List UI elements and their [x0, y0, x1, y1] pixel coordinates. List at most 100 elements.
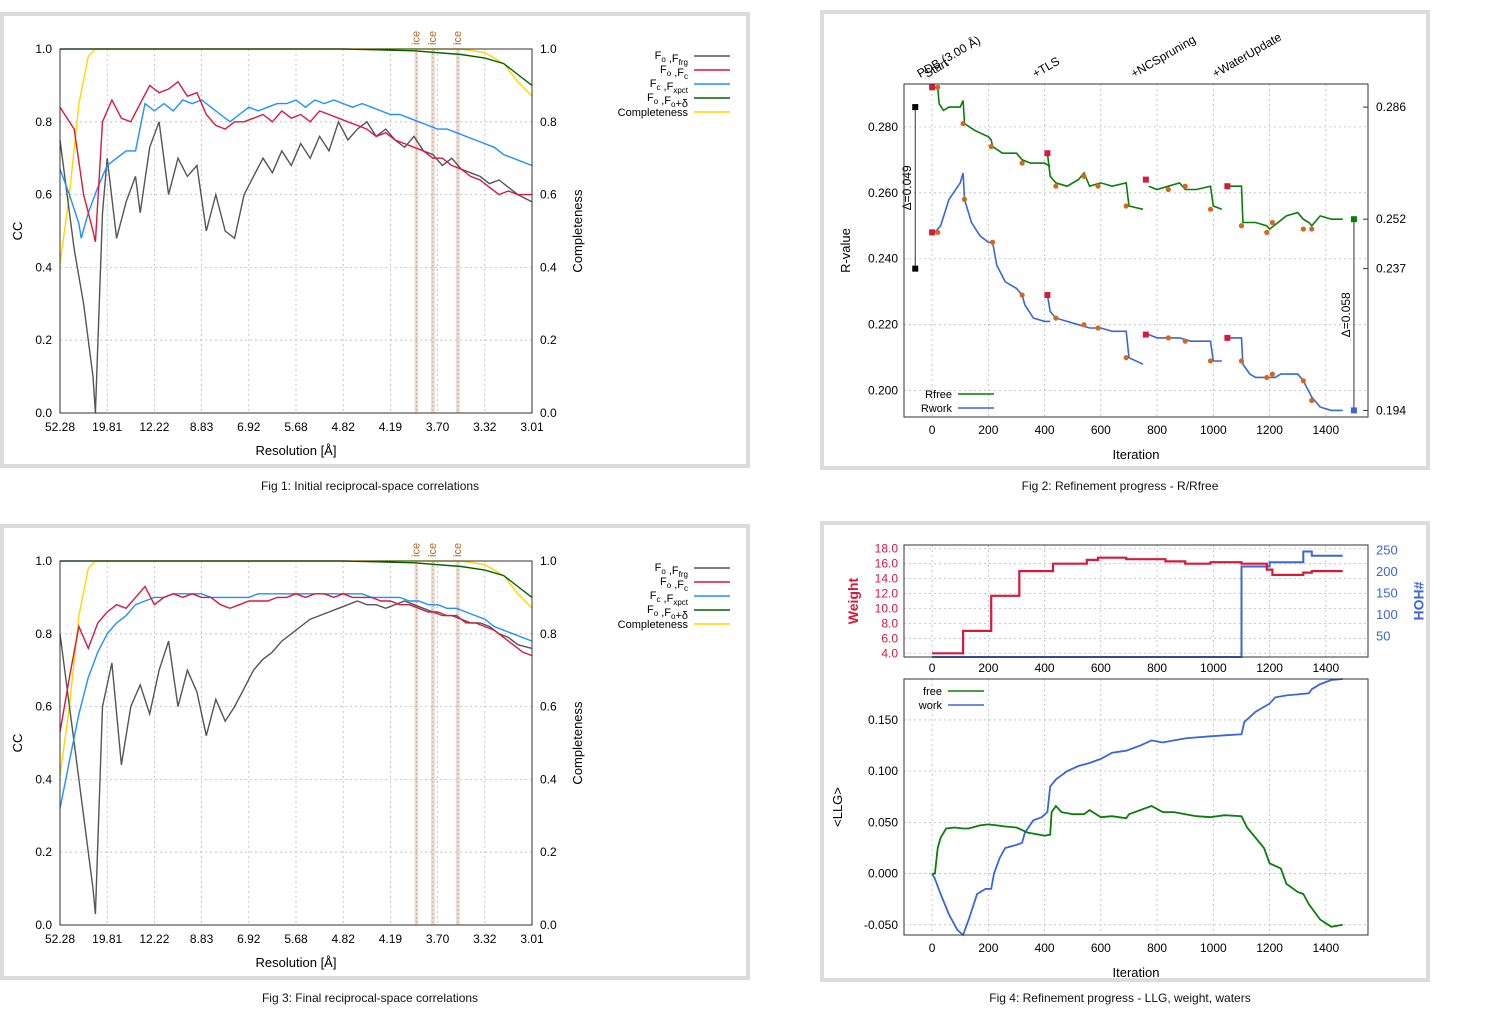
- series-xpct-line: [59, 593, 533, 809]
- y-tick-label: 0.2: [35, 333, 52, 347]
- ice-label: ice: [410, 31, 422, 45]
- hoh-axis-label: #HOH: [1411, 582, 1426, 621]
- y2-tick-label: 0.8: [540, 115, 557, 129]
- legend-label: free: [923, 686, 942, 698]
- x-axis-label: Resolution [Å]: [256, 443, 337, 458]
- macrocycle-dot: [1165, 335, 1171, 341]
- legend-label: Rfree: [925, 389, 952, 401]
- ice-label: ice: [427, 543, 439, 557]
- y2-tick-label: 0.0: [540, 918, 557, 932]
- macrocycle-dot: [1309, 226, 1315, 232]
- delta-label: Δ=0.049: [900, 165, 914, 210]
- x-tick-label: 8.83: [190, 420, 214, 434]
- macrocycle-dot: [1019, 292, 1025, 298]
- y2-tick-label: 0.0: [540, 406, 557, 420]
- y-tick-label: 0.2: [35, 845, 52, 859]
- legend-label: Fc ,Fxpct: [650, 78, 689, 95]
- x-tick-label: 3.01: [520, 420, 544, 434]
- weight-tick-label: 10.0: [875, 601, 899, 615]
- rfree-line: [1148, 181, 1223, 211]
- hoh-tick-label: 100: [1376, 607, 1398, 622]
- plot-frame: [903, 678, 1369, 936]
- x-tick-label: 0: [929, 423, 936, 437]
- fig3-chart: 52.28 19.81 12.22 8.83 6.92 5.68 4.82 4.19 3.70 3…: [10, 543, 730, 970]
- legend-label: Fo ,Fc: [660, 576, 688, 593]
- y-tick-label: 0.220: [868, 318, 898, 332]
- stage-label: +TLS: [1030, 54, 1062, 81]
- macrocycle-dot: [1053, 315, 1059, 321]
- refinement-marker: [1224, 183, 1231, 190]
- x-tick-label: 1200: [1256, 423, 1283, 437]
- refinement-marker: [1142, 176, 1149, 183]
- x-tick-label: 3.70: [426, 420, 450, 434]
- weight-axis-label: Weight: [845, 577, 861, 624]
- hoh-line: [932, 550, 1343, 658]
- top-x-tick-label: 400: [1035, 661, 1055, 675]
- x-tick-label: 12.22: [139, 932, 169, 946]
- stage-label: +WaterUpdate: [1210, 30, 1284, 81]
- x-tick-label: 52.28: [45, 932, 75, 946]
- refinement-marker: [1224, 334, 1231, 341]
- macrocycle-dot: [1269, 219, 1275, 226]
- y2-tick-label: 1.0: [540, 554, 557, 568]
- x-tick-label: 3.32: [473, 420, 497, 434]
- y-tick-label: 0.150: [868, 713, 898, 727]
- x-tick-label: 3.70: [426, 932, 450, 946]
- x-tick-label: 5.68: [284, 420, 308, 434]
- fig3-caption: Fig 3: Final reciprocal-space correlatio…: [261, 991, 479, 1005]
- macrocycle-dot: [1264, 374, 1270, 381]
- hoh-tick-label: 250: [1376, 542, 1398, 557]
- x-tick-label: 8.83: [190, 932, 214, 946]
- fig1-chart: 52.28 19.81 12.22 8.83 6.92 5.68 4.82 4.19 3.70 3…: [10, 31, 730, 458]
- rwork-line: [1046, 294, 1144, 365]
- x-tick-label: 1400: [1312, 423, 1339, 437]
- refinement-marker: [929, 229, 936, 236]
- y2-tick-label: 0.4: [540, 772, 557, 786]
- legend-label: work: [918, 700, 943, 712]
- x-tick-label: 6.92: [237, 932, 261, 946]
- legend-label: Fo ,Ffrg: [655, 562, 688, 579]
- y-tick-label: 0.6: [35, 700, 52, 714]
- y-tick-label: 0.4: [35, 772, 52, 786]
- x-tick-label: 19.81: [92, 932, 122, 946]
- x-tick-label: 12.22: [139, 420, 169, 434]
- x-tick-label: 3.01: [520, 932, 544, 946]
- x-tick-label: 1200: [1256, 941, 1283, 955]
- x-tick-label: 200: [978, 941, 998, 955]
- x-tick-label: 600: [1091, 423, 1111, 437]
- plot-frame: [903, 83, 1369, 418]
- macrocycle-dot: [1165, 186, 1171, 193]
- x-tick-label: 6.92: [237, 420, 261, 434]
- x-tick-label: 19.81: [92, 420, 122, 434]
- y-tick-label: 0.0: [35, 406, 52, 420]
- x-tick-label: 1400: [1312, 941, 1339, 955]
- refinement-marker: [1044, 292, 1051, 299]
- x-tick-label: 400: [1035, 941, 1055, 955]
- macrocycle-dot: [960, 120, 966, 127]
- series-fc-line: [59, 80, 532, 243]
- llg-work-line: [931, 678, 1343, 937]
- y-tick-label: 0.280: [868, 120, 898, 134]
- fig3-panel: 52.28 19.81 12.22 8.83 6.92 5.68 4.82 4.19 3.70 3…: [0, 524, 750, 980]
- macrocycle-dot: [1238, 358, 1245, 364]
- y-tick-label: 0.6: [35, 188, 52, 202]
- y2-tick-label: 0.2: [540, 845, 557, 859]
- y2-tick-label: 0.2: [540, 333, 557, 347]
- macrocycle-dot: [1182, 338, 1188, 344]
- hoh-tick-label: 200: [1376, 564, 1398, 579]
- ice-label: ice: [427, 31, 439, 45]
- x-tick-label: 800: [1147, 423, 1167, 437]
- y-axis-label: CC: [10, 222, 25, 241]
- legend-label: Rwork: [921, 403, 953, 415]
- refinement-marker: [1350, 407, 1357, 414]
- weight-tick-label: 8.0: [881, 616, 898, 630]
- top-x-tick-label: 1200: [1256, 661, 1283, 675]
- legend-label: Completeness: [618, 107, 689, 119]
- macrocycle-dot: [1081, 322, 1087, 328]
- y-axis-label: <LLG>: [830, 787, 845, 827]
- y-tick-label: 1.0: [35, 554, 52, 568]
- fig4-chart: 0 200 400 600 800 1000 1200 14004.06.08.010.012…: [830, 542, 1427, 980]
- rwork-line: [1227, 337, 1343, 412]
- rwork-line: [934, 172, 1051, 323]
- macrocycle-dot: [1207, 358, 1214, 364]
